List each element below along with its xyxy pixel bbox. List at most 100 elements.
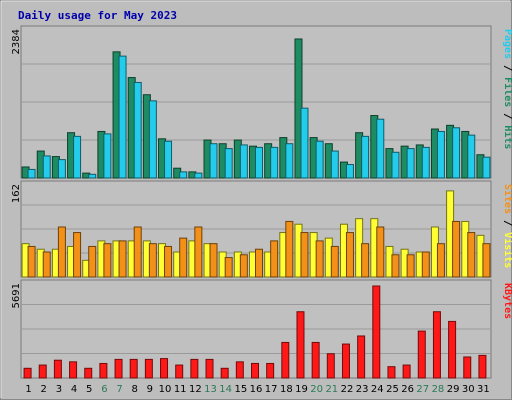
bar-sites-day-5 bbox=[88, 245, 97, 278]
bar-kbytes-day-2 bbox=[38, 364, 47, 379]
bar-sites-day-20 bbox=[315, 240, 324, 278]
x-tick-label: 14 bbox=[219, 384, 232, 395]
bar-sites-day-14 bbox=[224, 257, 233, 278]
bar-kbytes-day-20 bbox=[311, 341, 320, 379]
bar-sites-day-22 bbox=[345, 232, 354, 278]
bar-sites-day-6 bbox=[103, 243, 112, 278]
bar-sites-day-28 bbox=[436, 243, 445, 278]
bar-files-day-16 bbox=[255, 146, 263, 179]
side-legend: Pages / Files / Hits bbox=[502, 29, 512, 149]
x-tick-label: 24 bbox=[371, 384, 384, 395]
bar-files-day-23 bbox=[361, 135, 370, 179]
bar-kbytes-day-5 bbox=[84, 367, 93, 379]
bar-files-day-4 bbox=[73, 135, 82, 179]
x-tick-label: 12 bbox=[189, 384, 202, 395]
bar-sites-day-29 bbox=[452, 220, 461, 278]
bar-files-day-29 bbox=[452, 127, 461, 179]
x-tick-label: 25 bbox=[386, 384, 399, 395]
bar-files-day-18 bbox=[285, 143, 294, 179]
bar-kbytes-day-3 bbox=[53, 359, 62, 379]
side-legend-label: Hits bbox=[502, 125, 512, 149]
bar-sites-day-19 bbox=[300, 232, 309, 278]
bar-kbytes-day-14 bbox=[220, 367, 229, 379]
bar-kbytes-day-1 bbox=[23, 367, 32, 379]
bar-sites-day-15 bbox=[239, 254, 248, 278]
x-tick-label: 26 bbox=[401, 384, 414, 395]
bar-sites-day-10 bbox=[164, 245, 173, 278]
bar-sites-day-2 bbox=[42, 251, 51, 278]
bar-kbytes-day-9 bbox=[144, 358, 153, 379]
bar-files-day-25 bbox=[391, 151, 400, 179]
bar-kbytes-day-15 bbox=[235, 361, 244, 379]
bar-kbytes-day-21 bbox=[326, 353, 335, 379]
bar-files-day-30 bbox=[467, 134, 476, 179]
x-tick-label: 22 bbox=[341, 384, 354, 395]
bar-sites-day-24 bbox=[376, 226, 385, 278]
bar-kbytes-day-28 bbox=[432, 311, 441, 379]
bar-files-day-8 bbox=[133, 81, 142, 179]
side-legend-separator: / bbox=[502, 107, 512, 125]
y-max-label: 2384 bbox=[11, 29, 22, 54]
side-legend-label: Sites bbox=[502, 184, 512, 214]
x-tick-label: 1 bbox=[25, 384, 31, 395]
bar-files-day-13 bbox=[209, 143, 218, 179]
x-tick-label: 8 bbox=[132, 384, 138, 395]
bar-kbytes-day-4 bbox=[69, 361, 78, 379]
bar-sites-day-8 bbox=[133, 226, 142, 278]
chart-panels: 2384 Pages / Files / Hits 162 Sites / Visit… bbox=[11, 25, 512, 379]
bar-files-day-28 bbox=[436, 130, 445, 179]
x-tick-label: 21 bbox=[325, 384, 338, 395]
x-axis-labels: 1 2 3 4 5 6 7 8 9 10 11 12 13 14 15 16 17 18 19 20 21 22 23 24 2… bbox=[25, 384, 489, 395]
x-tick-label: 7 bbox=[116, 384, 122, 395]
bar-kbytes-day-16 bbox=[251, 362, 259, 379]
bar-files-day-10 bbox=[164, 140, 173, 179]
bar-kbytes-day-30 bbox=[463, 356, 472, 379]
bar-kbytes-day-10 bbox=[160, 358, 169, 379]
panel-kbytes: 5691 KBytes bbox=[11, 279, 512, 379]
bar-files-day-6 bbox=[103, 133, 112, 179]
bar-sites-day-12 bbox=[194, 226, 203, 278]
chart-title: Daily usage for May 2023 bbox=[18, 9, 177, 22]
x-tick-label: 17 bbox=[265, 384, 278, 395]
bar-kbytes-day-7 bbox=[114, 358, 123, 379]
bar-files-day-14 bbox=[224, 148, 233, 179]
bar-kbytes-day-22 bbox=[341, 343, 350, 379]
bar-sites-day-4 bbox=[73, 232, 82, 278]
bar-sites-day-17 bbox=[270, 240, 279, 278]
x-tick-label: 31 bbox=[477, 384, 490, 395]
bar-files-day-17 bbox=[270, 146, 279, 179]
bar-files-day-7 bbox=[118, 55, 127, 179]
bar-sites-day-30 bbox=[467, 232, 476, 278]
x-tick-label: 28 bbox=[432, 384, 445, 395]
x-tick-label: 29 bbox=[447, 384, 460, 395]
x-tick-label: 18 bbox=[280, 384, 293, 395]
side-legend-separator: / bbox=[502, 214, 512, 232]
bar-kbytes-day-18 bbox=[281, 341, 290, 379]
x-tick-label: 4 bbox=[71, 384, 77, 395]
bar-kbytes-day-27 bbox=[417, 330, 426, 379]
bar-files-day-1 bbox=[27, 168, 36, 179]
bar-kbytes-day-29 bbox=[448, 320, 457, 379]
bar-sites-day-18 bbox=[285, 220, 294, 278]
x-tick-label: 5 bbox=[86, 384, 92, 395]
bar-sites-day-9 bbox=[148, 243, 157, 278]
bar-sites-day-16 bbox=[255, 248, 263, 278]
bar-files-day-26 bbox=[406, 148, 415, 179]
bar-kbytes-day-25 bbox=[387, 366, 396, 379]
bar-sites-day-31 bbox=[482, 243, 491, 278]
bar-files-day-21 bbox=[330, 150, 339, 179]
bar-kbytes-day-6 bbox=[99, 362, 108, 379]
bar-kbytes-day-13 bbox=[205, 358, 214, 379]
bar-files-day-11 bbox=[179, 171, 188, 179]
x-tick-label: 23 bbox=[356, 384, 369, 395]
bar-files-day-19 bbox=[300, 107, 309, 179]
bar-files-day-5 bbox=[88, 173, 97, 179]
bar-kbytes-day-31 bbox=[478, 354, 487, 379]
bar-sites-day-3 bbox=[57, 226, 66, 278]
x-tick-label: 30 bbox=[462, 384, 475, 395]
bar-files-day-2 bbox=[42, 155, 51, 179]
side-legend-label: Pages bbox=[502, 29, 512, 59]
bar-kbytes-day-12 bbox=[190, 358, 199, 379]
x-tick-label: 27 bbox=[416, 384, 429, 395]
